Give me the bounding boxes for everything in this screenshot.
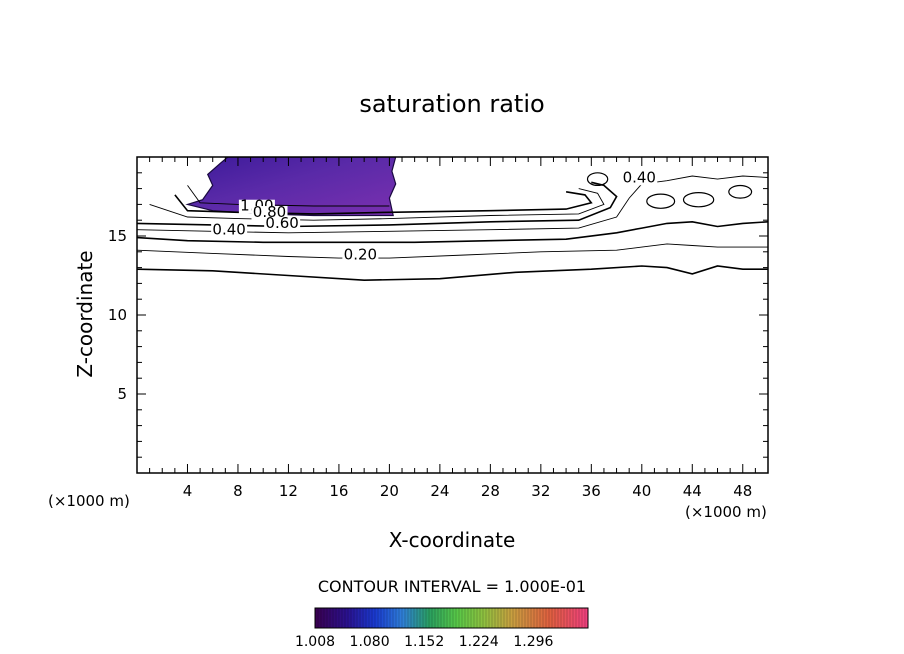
y-axis-ticks: 5 10 15 bbox=[108, 172, 768, 458]
y-tick-label: 5 bbox=[117, 385, 127, 403]
x-tick-label: 12 bbox=[279, 482, 298, 500]
colorbar-gradient bbox=[314, 607, 589, 629]
x-tick-label: 28 bbox=[481, 482, 500, 500]
contour-line bbox=[187, 185, 390, 207]
x-tick-label: 24 bbox=[430, 482, 449, 500]
contour-line bbox=[137, 220, 768, 244]
colorbar: 1.008 1.080 1.152 1.224 1.296 bbox=[295, 607, 589, 650]
colorbar-tick-label: 1.152 bbox=[404, 634, 444, 650]
colorbar-tick-label: 1.008 bbox=[295, 634, 335, 650]
colorbar-stripes bbox=[317, 608, 586, 628]
x-unit-right: (×1000 m) bbox=[685, 503, 767, 521]
x-tick-label: 8 bbox=[233, 482, 243, 500]
contour-label-bg bbox=[342, 248, 379, 263]
shaded-region bbox=[185, 157, 397, 217]
y-tick-label: 15 bbox=[108, 227, 127, 245]
contour-line bbox=[137, 243, 768, 259]
contour-labels: 0.401.000.800.600.400.20 bbox=[211, 168, 658, 264]
contour-label: 0.40 bbox=[212, 220, 245, 238]
x-tick-label: 4 bbox=[183, 482, 193, 500]
x-unit-left: (×1000 m) bbox=[48, 492, 130, 510]
contour-label: 0.80 bbox=[253, 203, 286, 221]
contour-label-bg bbox=[211, 223, 248, 238]
x-tick-label: 16 bbox=[329, 482, 348, 500]
x-tick-label: 44 bbox=[683, 482, 702, 500]
saturation-shading bbox=[185, 157, 397, 217]
contour-line bbox=[174, 191, 593, 215]
colorbar-ticks: 1.008 1.080 1.152 1.224 1.296 bbox=[295, 634, 554, 650]
colorbar-tick-label: 1.296 bbox=[513, 634, 553, 650]
contour-label: 0.60 bbox=[265, 214, 298, 232]
contour-label-bg bbox=[264, 217, 301, 232]
contour-line bbox=[137, 265, 768, 282]
contour-interval-text: CONTOUR INTERVAL = 1.000E-01 bbox=[318, 577, 586, 596]
colorbar-tick-label: 1.224 bbox=[459, 634, 499, 650]
chart-title: saturation ratio bbox=[359, 90, 544, 118]
contour-label-bg bbox=[621, 171, 658, 186]
contour-line bbox=[682, 191, 715, 208]
x-tick-label: 36 bbox=[582, 482, 601, 500]
contour-label: 0.20 bbox=[344, 246, 377, 264]
x-tick-label: 20 bbox=[380, 482, 399, 500]
contour-line bbox=[646, 193, 676, 209]
y-axis-label: Z-coordinate bbox=[73, 250, 97, 377]
colorbar-tick-label: 1.080 bbox=[350, 634, 390, 650]
contour-line bbox=[586, 172, 609, 187]
x-tick-label: 40 bbox=[632, 482, 651, 500]
contour-line bbox=[149, 188, 605, 221]
contour-label: 0.40 bbox=[623, 168, 656, 186]
contour-line bbox=[137, 181, 618, 228]
y-tick-label: 10 bbox=[108, 306, 127, 324]
contour-lines bbox=[137, 172, 768, 282]
x-axis-ticks: 4 8 12 16 20 24 28 32 36 40 44 48 bbox=[149, 157, 756, 500]
x-tick-label: 48 bbox=[733, 482, 752, 500]
contour-line bbox=[137, 175, 768, 234]
contour-line bbox=[728, 184, 753, 199]
x-axis-label: X-coordinate bbox=[389, 528, 516, 552]
x-tick-label: 32 bbox=[531, 482, 550, 500]
contour-label-bg bbox=[251, 206, 288, 221]
